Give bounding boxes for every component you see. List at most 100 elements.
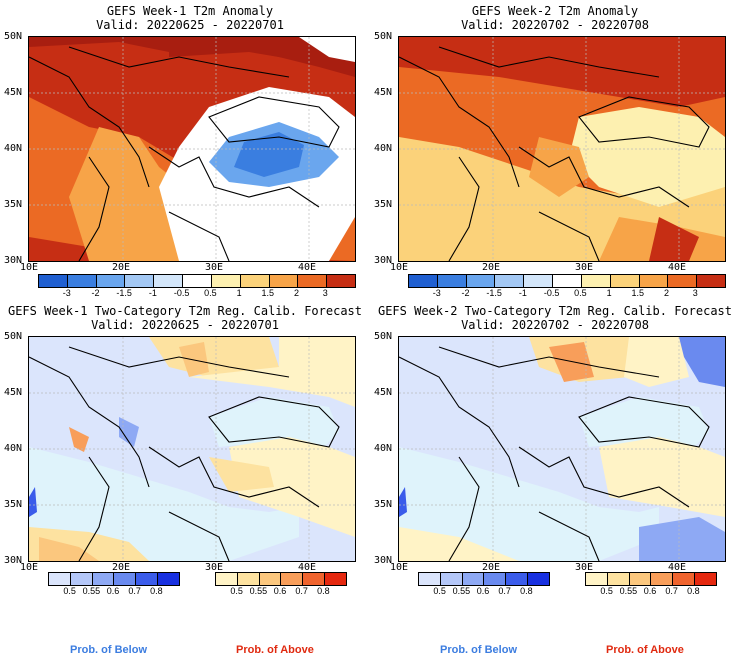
colorbar-swatch [610, 275, 640, 287]
colorbar-swatch [39, 275, 68, 287]
colorbar-swatch [303, 573, 326, 585]
colorbar-tick-label: 0.7 [665, 586, 678, 596]
colorbar-tick-label: -0.5 [173, 288, 190, 298]
colorbar-swatch [125, 275, 155, 287]
anomaly-map [398, 36, 726, 262]
lat-label: 30N [4, 555, 23, 566]
colorbar-tick-label: 1.5 [261, 288, 275, 298]
colorbar-tick-label: 0.55 [452, 586, 471, 596]
colorbar-tick-label: 0.5 [433, 586, 446, 596]
panel-week2-probability: GEFS Week-2 Two-Category T2m Reg. Calib.… [370, 300, 740, 656]
colorbar-swatch [586, 573, 608, 585]
probability-map [28, 336, 356, 562]
colorbar-swatch [259, 573, 282, 585]
colorbar-swatch [269, 275, 299, 287]
panel-valid-dates: Valid: 20220625 - 20220701 [91, 318, 279, 332]
panel-title: GEFS Week-1 T2m Anomaly [106, 4, 274, 18]
colorbar-tick-label: 0.5 [63, 586, 76, 596]
colorbar-swatch [673, 573, 696, 585]
colorbar-swatch [528, 573, 549, 585]
colorbar-tick-label: 0.55 [249, 586, 268, 596]
colorbar-swatch [409, 275, 438, 287]
colorbar-tick-label: 0.7 [128, 586, 141, 596]
colorbar-tick-label: 0.6 [476, 586, 490, 596]
colorbar-tick-label: -1.5 [486, 288, 502, 298]
lon-label: 20E [112, 262, 131, 273]
panel-week2-anomaly: GEFS Week-2 T2m Anomaly Valid: 20220702 … [370, 0, 740, 300]
panel-week1-anomaly: GEFS Week-1 T2m Anomaly Valid: 20220625 … [0, 0, 370, 300]
colorbar-swatch [158, 573, 179, 585]
colorbar-swatch [67, 275, 97, 287]
colorbar-swatch [697, 275, 725, 287]
colorbar-tick-label: -2 [91, 288, 100, 298]
panel-title: GEFS Week-2 Two-Category T2m Reg. Calib.… [377, 304, 732, 318]
lon-label: 30E [575, 262, 594, 273]
colorbar-tick-label: 1 [606, 288, 612, 298]
lat-label: 30N [374, 555, 393, 566]
lat-label: 40N [4, 143, 23, 154]
colorbar-tick-label: 0.6 [106, 586, 120, 596]
colorbar-tick-label: 0.8 [150, 586, 163, 596]
colorbar-swatch [495, 275, 525, 287]
lat-label: 35N [4, 499, 23, 510]
colorbar-swatch [114, 573, 137, 585]
colorbar-tick-label: 0.8 [520, 586, 533, 596]
colorbar-swatch [154, 275, 184, 287]
panel-title: GEFS Week-2 T2m Anomaly [471, 4, 639, 18]
lat-label: 45N [374, 87, 393, 98]
colorbar-swatch [581, 275, 611, 287]
colorbar-swatch [506, 573, 529, 585]
lon-label: 40E [668, 562, 687, 573]
colorbar-tick-label: 0.6 [273, 586, 287, 596]
colorbar-tick-label: 1.5 [631, 288, 645, 298]
colorbar-tick-label: -1 [148, 288, 157, 298]
prob-above-caption: Prob. of Above [236, 644, 314, 656]
prob-above-caption: Prob. of Above [606, 644, 684, 656]
anomaly-colorbar [408, 274, 726, 288]
colorbar-tick-label: 0.8 [687, 586, 700, 596]
anomaly-map [28, 36, 356, 262]
colorbar-swatch [462, 573, 485, 585]
colorbar-tick-label: -3 [432, 288, 441, 298]
lon-label: 10E [390, 262, 409, 273]
colorbar-swatch [240, 275, 270, 287]
colorbar-tick-label: -1.5 [116, 288, 132, 298]
colorbar-tick-label: 0.8 [317, 586, 330, 596]
colorbar-swatch [237, 573, 260, 585]
colorbar-tick-label: -2 [461, 288, 470, 298]
colorbar-tick-label: 1 [236, 288, 242, 298]
lat-label: 30N [374, 255, 393, 266]
colorbar-swatch [325, 573, 346, 585]
prob-below-caption: Prob. of Below [70, 644, 147, 656]
lat-label: 50N [4, 331, 23, 342]
colorbar-swatch [668, 275, 698, 287]
prob-below-colorbar [48, 572, 180, 586]
anomaly-colorbar [38, 274, 356, 288]
lon-label: 20E [482, 262, 501, 273]
colorbar-swatch [96, 275, 126, 287]
lon-label: 40E [298, 262, 317, 273]
colorbar-tick-label: 0.7 [295, 586, 308, 596]
lon-label: 10E [20, 562, 39, 573]
colorbar-tick-label: 2 [664, 288, 670, 298]
lat-label: 50N [4, 31, 23, 42]
lon-label: 10E [20, 262, 39, 273]
colorbar-tick-label: -1 [518, 288, 527, 298]
lat-label: 45N [4, 387, 23, 398]
colorbar-swatch [639, 275, 669, 287]
colorbar-swatch [281, 573, 304, 585]
panel-valid-dates: Valid: 20220625 - 20220701 [96, 18, 284, 32]
colorbar-tick-label: 0.7 [498, 586, 511, 596]
lon-label: 10E [390, 562, 409, 573]
colorbar-swatch [136, 573, 159, 585]
lat-label: 35N [374, 499, 393, 510]
colorbar-swatch [466, 275, 496, 287]
colorbar-tick-label: 0.55 [82, 586, 101, 596]
colorbar-swatch [70, 573, 93, 585]
lon-label: 30E [205, 262, 224, 273]
colorbar-swatch [607, 573, 630, 585]
colorbar-swatch [183, 275, 212, 287]
colorbar-tick-label: 0.6 [643, 586, 657, 596]
lat-label: 45N [4, 87, 23, 98]
colorbar-swatch [440, 573, 463, 585]
